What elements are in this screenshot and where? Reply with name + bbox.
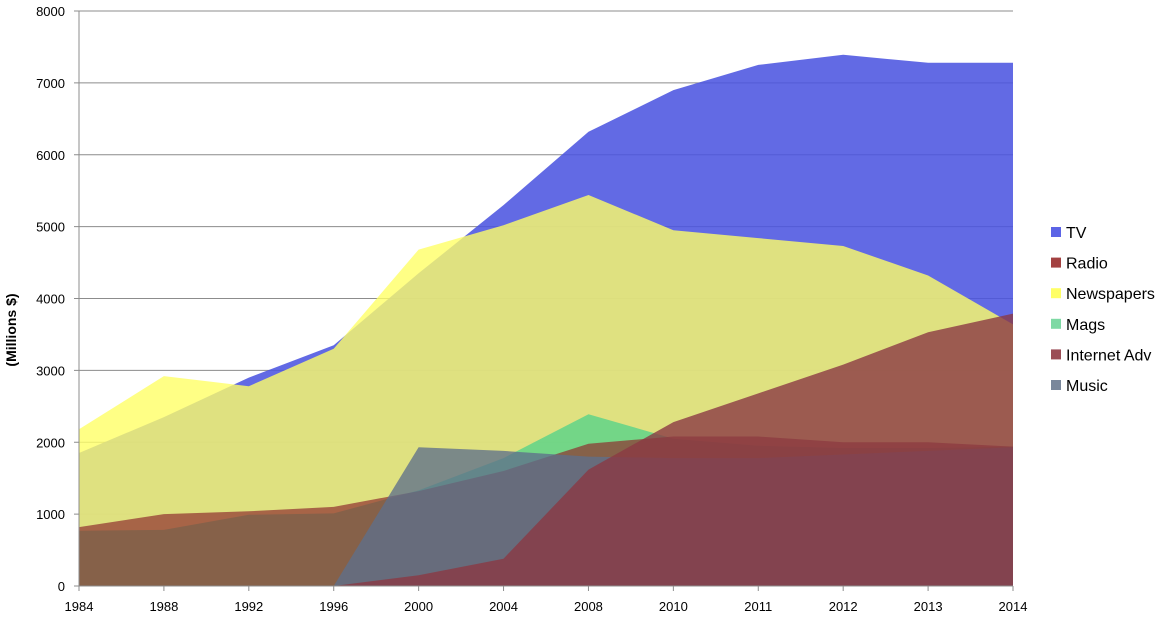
y-tick-label: 2000: [36, 435, 65, 450]
legend-label: Radio: [1066, 256, 1108, 273]
y-tick-label: 6000: [36, 148, 65, 163]
legend-label: Internet Adv: [1066, 347, 1151, 364]
legend: TV Radio Newspapers Mags Internet Adv Music: [1051, 225, 1155, 395]
x-tick-label: 2010: [659, 599, 688, 614]
x-tick-label: 1996: [319, 599, 348, 614]
y-tick-label: 4000: [36, 292, 65, 307]
legend-swatch: [1051, 380, 1061, 390]
legend-label: TV: [1066, 225, 1087, 242]
x-tick-label: 2008: [574, 599, 603, 614]
y-tick-label: 1000: [36, 507, 65, 522]
legend-label: Mags: [1066, 317, 1105, 334]
legend-label: Newspapers: [1066, 286, 1155, 303]
series-area-internet-adv: [79, 313, 1013, 586]
legend-label: Music: [1066, 378, 1108, 395]
legend-swatch: [1051, 227, 1061, 237]
y-tick-label: 8000: [36, 4, 65, 19]
legend-swatch: [1051, 318, 1061, 329]
y-tick-label: 5000: [36, 220, 65, 235]
series-areas: [79, 54, 1013, 587]
legend-swatch: [1051, 349, 1061, 360]
x-tick-label: 2014: [999, 599, 1028, 614]
x-tick-label: 1992: [234, 599, 263, 614]
x-tick-label: 2000: [404, 599, 433, 614]
y-tick-label: 7000: [36, 76, 65, 91]
y-axis-label: (Millions $): [3, 293, 19, 366]
x-tick-label: 1984: [65, 599, 94, 614]
y-tick-labels: 0 1000 2000 3000 4000 5000 6000 7000 8000: [36, 4, 65, 594]
x-tick-label: 2011: [744, 599, 772, 614]
x-tick-label: 2012: [829, 599, 858, 614]
legend-swatch: [1051, 257, 1061, 268]
x-tick-labels: 1984 1988 1992 1996 2000 2004 2008 2010 2011 2012…: [65, 599, 1028, 614]
axes: [78, 11, 1014, 591]
legend-swatch: [1051, 288, 1061, 299]
y-tick-label: 0: [58, 579, 65, 594]
x-tick-label: 2004: [489, 599, 518, 614]
x-tick-label: 1988: [149, 599, 178, 614]
x-tick-label: 2013: [914, 599, 943, 614]
y-tick-label: 3000: [36, 363, 65, 378]
